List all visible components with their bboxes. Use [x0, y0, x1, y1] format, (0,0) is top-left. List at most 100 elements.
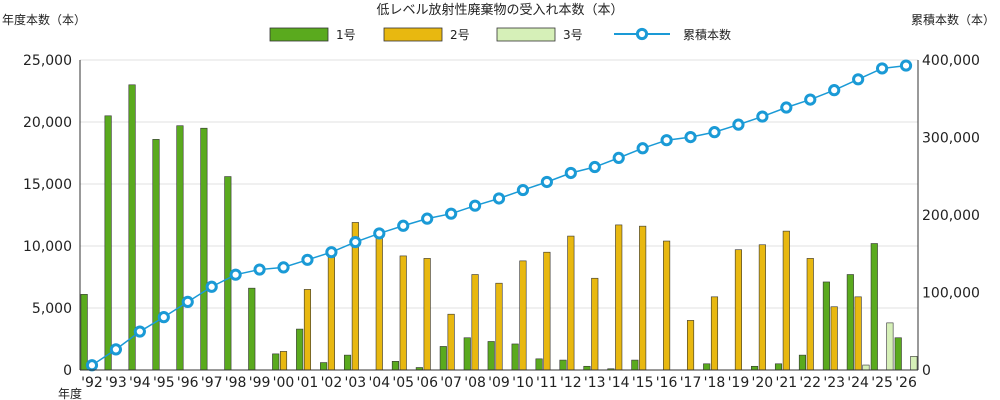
- legend-swatch-3号: [496, 27, 556, 42]
- cumulative-point: [660, 134, 673, 147]
- bar-1号: [774, 363, 783, 371]
- x-tick-label: '22: [799, 375, 821, 391]
- bar-2号: [758, 244, 766, 371]
- bar-2号: [686, 320, 695, 371]
- x-tick-label: '09: [488, 375, 510, 391]
- x-tick-label: '00: [273, 375, 295, 391]
- legend-label: 1号: [336, 28, 356, 42]
- x-tick-label: '92: [81, 375, 103, 391]
- cumulative-point: [588, 160, 601, 174]
- legend-marker: [635, 27, 649, 41]
- cumulative-point: [181, 295, 194, 308]
- y-left-tick-label: 0: [63, 363, 72, 379]
- cumulative-point: [85, 359, 99, 372]
- chart-title: 低レベル放射性廃棄物の受入れ本数（本）: [376, 2, 623, 18]
- y-left-tick-label: 25,000: [23, 53, 72, 69]
- x-tick-label: '15: [632, 375, 654, 391]
- bar-1号: [272, 353, 280, 371]
- cumulative-point: [612, 151, 625, 164]
- x-tick-label: '05: [392, 375, 414, 391]
- cumulative-point: [468, 199, 482, 212]
- cumulative-point: [708, 126, 721, 139]
- x-tick-label: '02: [321, 375, 343, 391]
- cumulative-point: [732, 118, 745, 131]
- bar-2号: [710, 296, 719, 371]
- bar-1号: [535, 358, 543, 371]
- x-tick-label: '08: [464, 375, 486, 391]
- legend-label: 3号: [563, 28, 583, 42]
- cumulative-point: [397, 219, 410, 232]
- y-right-tick-label: 100,000: [922, 286, 980, 302]
- x-tick-label: '20: [752, 375, 774, 391]
- cumulative-point: [349, 235, 362, 249]
- x-tick-label: '07: [440, 375, 462, 391]
- x-tick-label: '06: [416, 375, 438, 391]
- cumulative-point: [564, 166, 577, 180]
- bar-1号: [296, 328, 304, 371]
- y-left-tick-label: 10,000: [23, 239, 72, 255]
- bar-2号: [423, 258, 431, 371]
- x-axis-label: 年度: [58, 386, 82, 400]
- bar-1号: [128, 84, 136, 371]
- x-tick-label: '17: [680, 375, 702, 391]
- cumulative-point: [133, 325, 146, 338]
- bar-3号: [862, 364, 870, 371]
- x-tick-label: '21: [775, 375, 797, 391]
- x-tick-label: '26: [895, 375, 917, 391]
- x-tick-label: '03: [345, 375, 367, 391]
- bar-2号: [734, 249, 742, 371]
- cumulative-point: [492, 192, 506, 205]
- x-tick-label: '97: [201, 375, 223, 391]
- bar-1号: [798, 354, 807, 371]
- cumulative-point: [325, 246, 338, 259]
- legend-label: 累積本数: [683, 27, 731, 42]
- bar-1号: [487, 341, 495, 371]
- cumulative-point: [756, 110, 769, 123]
- bar-2号: [303, 289, 312, 371]
- cumulative-line: [85, 59, 913, 372]
- cumulative-point: [875, 62, 889, 75]
- x-tick-label: '18: [704, 375, 726, 391]
- cumulative-point: [205, 280, 218, 293]
- axes: 0 5,000 10,000 15,000 20,000 25,000 0 100,000 20…: [23, 53, 980, 391]
- bar-2号: [327, 255, 335, 371]
- x-tick-label: '95: [153, 375, 175, 391]
- bar-2号: [279, 351, 288, 371]
- x-tick-label: '99: [249, 375, 271, 391]
- bar-1号: [391, 361, 399, 371]
- legend-swatch-1号: [269, 27, 329, 42]
- bar-1号: [343, 354, 352, 371]
- left-axis-label: 年度本数（本）: [2, 12, 86, 27]
- bar-3号: [910, 356, 918, 371]
- x-tick-label: '24: [847, 375, 869, 391]
- cumulative-point: [899, 59, 913, 72]
- x-tick-label: '96: [177, 375, 199, 391]
- bar-2号: [471, 274, 479, 371]
- bar-2号: [639, 225, 647, 371]
- bar-2号: [854, 296, 862, 371]
- cumulative-point: [157, 311, 170, 324]
- x-tick-label: '10: [512, 375, 534, 391]
- x-tick-label: '01: [297, 375, 319, 391]
- cumulative-point: [421, 212, 434, 225]
- cumulative-point: [540, 175, 553, 189]
- x-tick-label: '12: [560, 375, 582, 391]
- x-tick-label: '13: [584, 375, 606, 391]
- bar-1号: [583, 365, 591, 371]
- x-tick-label: '16: [656, 375, 678, 391]
- x-tick-label: '11: [536, 375, 558, 391]
- bar-1号: [870, 243, 878, 371]
- bar-2号: [830, 306, 838, 371]
- cumulative-point: [804, 93, 817, 106]
- legend: 1号 2号 3号 累積本数: [269, 27, 731, 42]
- bar-2号: [495, 282, 503, 371]
- bar-1号: [846, 274, 854, 371]
- y-right-tick-label: 200,000: [922, 208, 980, 224]
- bar-2号: [663, 240, 671, 371]
- y-right-tick-label: 400,000: [922, 53, 980, 69]
- bar-1号: [80, 294, 88, 371]
- x-tick-label: '23: [823, 375, 845, 391]
- bar-1号: [559, 359, 567, 371]
- bar-1号: [631, 359, 639, 371]
